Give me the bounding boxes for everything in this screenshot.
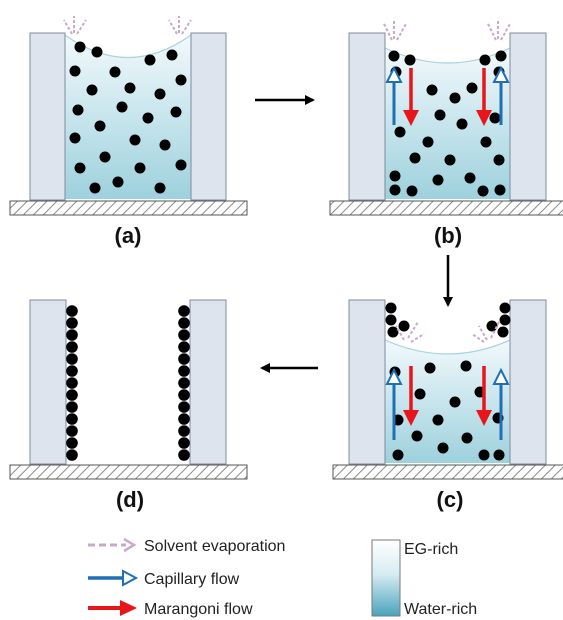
right-wall xyxy=(190,32,227,201)
panel-d xyxy=(9,299,248,480)
left-wall xyxy=(29,299,67,465)
panel-label-c: (c) xyxy=(437,487,464,512)
substrate xyxy=(9,464,248,480)
wall-particles-right xyxy=(178,305,190,461)
legend-gradient-bottom-label: Water-rich xyxy=(404,601,477,618)
particles xyxy=(69,41,187,194)
panel-label-a: (a) xyxy=(115,223,142,248)
left-wall xyxy=(29,32,66,201)
evaporation-arrows xyxy=(383,20,511,41)
legend-evaporation-label: Solvent evaporation xyxy=(144,538,285,555)
panel-label-d: (d) xyxy=(116,487,144,512)
left-wall xyxy=(348,32,386,201)
substrate xyxy=(329,200,563,216)
evaporation-arrows xyxy=(63,16,192,35)
substrate xyxy=(9,200,248,216)
liquid xyxy=(385,48,510,199)
substrate xyxy=(332,464,563,480)
liquid xyxy=(385,340,510,463)
particles xyxy=(388,50,507,197)
panel-a xyxy=(9,16,248,216)
legend-marangoni-icon xyxy=(88,600,137,616)
legend: Solvent evaporation Capillary flow Maran… xyxy=(88,537,477,618)
panel-label-b: (b) xyxy=(434,223,462,248)
right-wall xyxy=(189,299,227,465)
legend-evaporation-icon xyxy=(88,537,137,553)
marangoni-flow-arrows xyxy=(403,366,492,426)
left-wall xyxy=(348,299,386,465)
marangoni-flow-arrows xyxy=(403,68,492,126)
legend-gradient-top-label: EG-rich xyxy=(404,541,458,558)
right-wall xyxy=(509,32,547,201)
legend-capillary-icon xyxy=(88,569,139,587)
legend-marangoni-label: Marangoni flow xyxy=(144,601,253,618)
capillary-flow-arrows xyxy=(385,367,510,440)
panel-c xyxy=(332,299,563,480)
legend-gradient-bar xyxy=(371,539,401,617)
legend-capillary-label: Capillary flow xyxy=(144,571,240,588)
liquid xyxy=(65,35,191,199)
panel-b xyxy=(329,20,563,216)
right-wall xyxy=(509,299,547,465)
evaporation-arrows xyxy=(395,321,500,343)
wall-particles-left xyxy=(66,305,78,461)
capillary-flow-arrows xyxy=(385,65,510,125)
